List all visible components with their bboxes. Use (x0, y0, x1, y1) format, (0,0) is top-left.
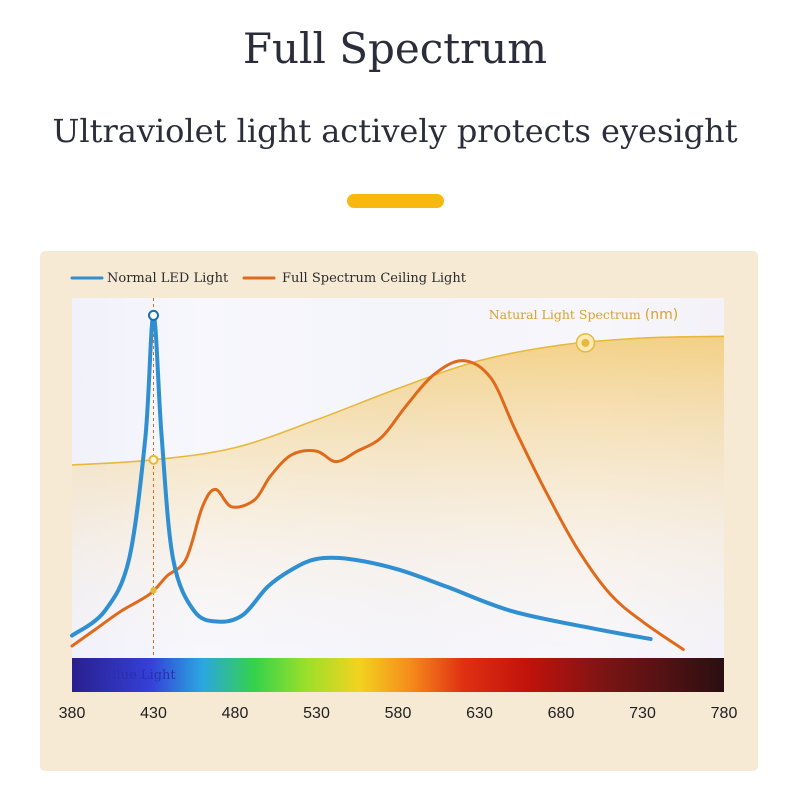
x-tick-label: 430 (140, 705, 167, 722)
page-subtitle: Ultraviolet light actively protects eyes… (52, 112, 738, 150)
x-tick-label: 480 (222, 705, 249, 722)
x-tick-label: 730 (629, 705, 656, 722)
full-spectrum-line (70, 359, 685, 651)
natural-light-point (148, 454, 159, 465)
legend-entry: Full Spectrum Ceiling Light (282, 271, 467, 286)
x-tick-label: 580 (385, 705, 412, 722)
x-tick-label: 630 (466, 705, 493, 722)
normal-led-peak-point (148, 309, 159, 321)
natural-light-sun-core (581, 338, 590, 347)
natural-light-line (71, 335, 725, 466)
blue-light-label: Blue Light (107, 668, 176, 683)
legend-entry: Normal LED Light (107, 271, 229, 286)
full-spectrum-point (150, 587, 157, 594)
x-tick-label: 380 (59, 705, 86, 722)
natural-light-area (72, 336, 724, 646)
x-tick-label: 680 (548, 705, 575, 722)
x-tick-label: 530 (303, 705, 330, 722)
page-title: Full Spectrum (242, 24, 548, 73)
accent-bar (347, 194, 444, 208)
color-spectrum-band (72, 658, 724, 692)
normal-led-line (70, 313, 653, 641)
natural-light-label: Natural Light Spectrum (nm) (489, 307, 679, 323)
x-tick-label: 780 (711, 705, 738, 722)
